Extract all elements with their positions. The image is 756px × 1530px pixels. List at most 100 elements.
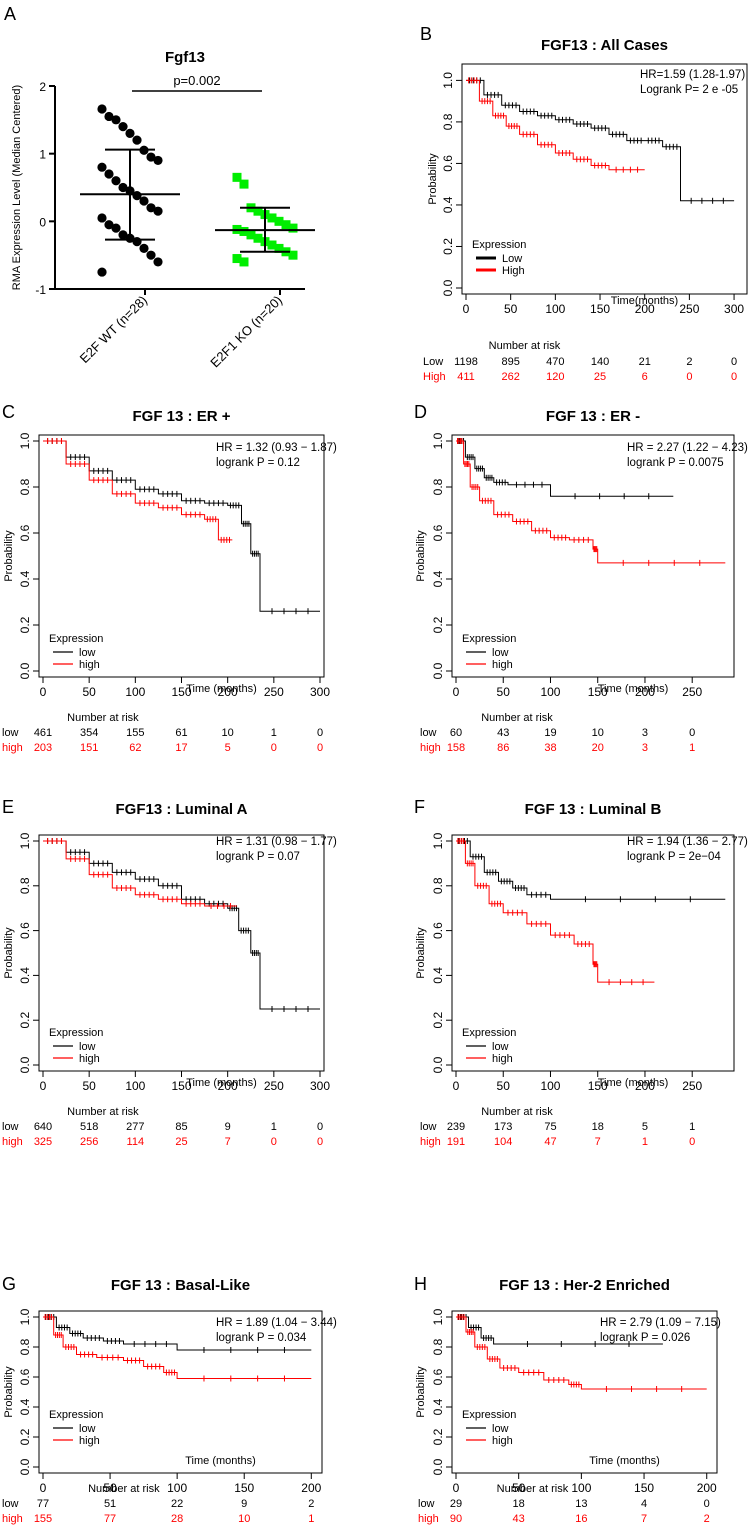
y-tick-label: 1.0: [441, 72, 455, 89]
risk-value: 25: [175, 1136, 187, 1148]
panel-c: C FGF 13 : ER +0.00.20.40.60.81.00 50 100 15…: [2, 402, 337, 754]
y-tick-label: 0.8: [431, 478, 445, 495]
y-tick-label: 0.2: [18, 616, 32, 633]
risk-value: 47: [544, 1136, 556, 1148]
risk-value: 60: [450, 727, 462, 739]
hazard-ratio: HR = 1.89 (1.04 − 3.44): [216, 1317, 337, 1329]
group-ko: E2F1 KO (n=20): [207, 172, 315, 370]
plot-frame: [38, 1310, 323, 1474]
legend-title: Expression: [49, 1409, 103, 1421]
risk-value: 5: [225, 742, 231, 754]
y-tick-label: 0.6: [431, 922, 445, 939]
y-axis-label: Probability: [3, 1366, 15, 1418]
risk-row-label: Low: [423, 356, 443, 368]
risk-header: Number at risk: [481, 712, 553, 724]
legend-label: high: [79, 1435, 100, 1447]
risk-value: 28: [171, 1513, 183, 1525]
x-axis-label: Time (months): [186, 1077, 257, 1089]
risk-value: 1: [308, 1513, 314, 1525]
x-tick-label: 250: [682, 1079, 702, 1093]
y-tick-label: 0.4: [441, 196, 455, 213]
risk-value: 86: [497, 742, 509, 754]
panel-d: D FGF 13 : ER -0.00.20.40.60.81.00 50 100 15…: [414, 402, 748, 754]
chart-title: FGF 13 : Basal-Like: [111, 1277, 250, 1294]
risk-value: 25: [594, 371, 606, 383]
x-tick-label: 200: [635, 302, 655, 316]
survival-curve-high: [466, 79, 645, 171]
risk-value: 262: [501, 371, 519, 383]
data-point: [111, 223, 121, 233]
risk-header: Number at risk: [67, 1106, 139, 1118]
y-tick-label: 0.2: [431, 616, 445, 633]
x-tick-label: 100: [125, 1079, 145, 1093]
hazard-ratio: HR = 2.27 (1.22 − 4.23): [627, 442, 748, 454]
survival-curve-high: [456, 840, 655, 983]
hazard-ratio: HR = 1.94 (1.36 − 2.77): [627, 836, 748, 848]
risk-value: 90: [450, 1513, 462, 1525]
risk-value: 239: [447, 1121, 465, 1133]
risk-value: 1: [271, 727, 277, 739]
data-point: [132, 237, 142, 247]
data-point: [267, 213, 277, 223]
plot-frame: [451, 834, 735, 1072]
hazard-ratio: HR = 1.31 (0.98 − 1.77): [216, 836, 337, 848]
chart-title: FGF13 : Luminal A: [116, 801, 248, 818]
x-tick-label: 100: [545, 302, 565, 316]
panel-label: E: [2, 797, 14, 817]
legend-title: Expression: [462, 633, 516, 645]
data-point: [118, 122, 128, 132]
logrank-p: logrank P = 0.07: [216, 851, 300, 863]
risk-value: 0: [317, 1121, 323, 1133]
y-tick-label: 0.2: [18, 1428, 32, 1445]
data-point: [111, 115, 121, 125]
logrank-p: logrank P = 0.12: [216, 457, 300, 469]
survival-curve-high: [456, 440, 726, 564]
risk-value: 1: [689, 742, 695, 754]
data-point: [239, 226, 249, 236]
legend-label: low: [492, 1423, 509, 1435]
data-point: [153, 155, 163, 166]
x-tick-label: 150: [171, 1079, 191, 1093]
x-tick-label: 100: [125, 685, 145, 699]
y-tick-label: 0.0: [18, 1056, 32, 1073]
plot-frame: [451, 434, 735, 678]
x-tick-label: 200: [218, 1079, 238, 1093]
risk-value: 1198: [454, 356, 478, 368]
risk-value: 10: [238, 1513, 250, 1525]
data-point: [153, 257, 163, 267]
risk-value: 0: [271, 1136, 277, 1148]
panel-label: H: [414, 1274, 427, 1294]
risk-value: 13: [575, 1498, 587, 1510]
x-tick-label: 300: [724, 302, 744, 316]
data-point: [288, 250, 298, 260]
risk-value: 38: [544, 742, 556, 754]
risk-value: 203: [34, 742, 52, 754]
data-point: [118, 230, 128, 240]
legend-label: high: [492, 1053, 513, 1065]
hazard-ratio: HR = 2.79 (1.09 − 7.15): [600, 1317, 721, 1329]
risk-value: 22: [171, 1498, 183, 1510]
x-tick-label: E2F WT (n=28): [77, 293, 151, 367]
panel-label: D: [414, 402, 427, 422]
y-axis-label: Probability: [3, 927, 15, 979]
risk-value: 0: [689, 1136, 695, 1148]
x-tick-label: 100: [540, 685, 560, 699]
y-tick-label: 0.6: [431, 1368, 445, 1385]
survival-curve-low: [456, 1316, 663, 1345]
legend-label: low: [492, 1041, 509, 1053]
x-tick-label: 0: [453, 685, 460, 699]
y-axis-label: Probability: [415, 927, 427, 979]
risk-value: 1: [689, 1121, 695, 1133]
risk-value: 411: [457, 371, 475, 383]
risk-row-label: high: [420, 1136, 441, 1148]
y-tick-label: 0.2: [18, 1012, 32, 1029]
x-tick-label: 200: [301, 1481, 321, 1495]
data-point: [288, 223, 298, 233]
risk-row-label: low: [420, 727, 437, 739]
risk-value: 151: [80, 742, 98, 754]
x-tick-label: 0: [40, 685, 47, 699]
risk-value: 10: [222, 727, 234, 739]
risk-value: 61: [175, 727, 187, 739]
risk-value: 43: [513, 1513, 525, 1525]
